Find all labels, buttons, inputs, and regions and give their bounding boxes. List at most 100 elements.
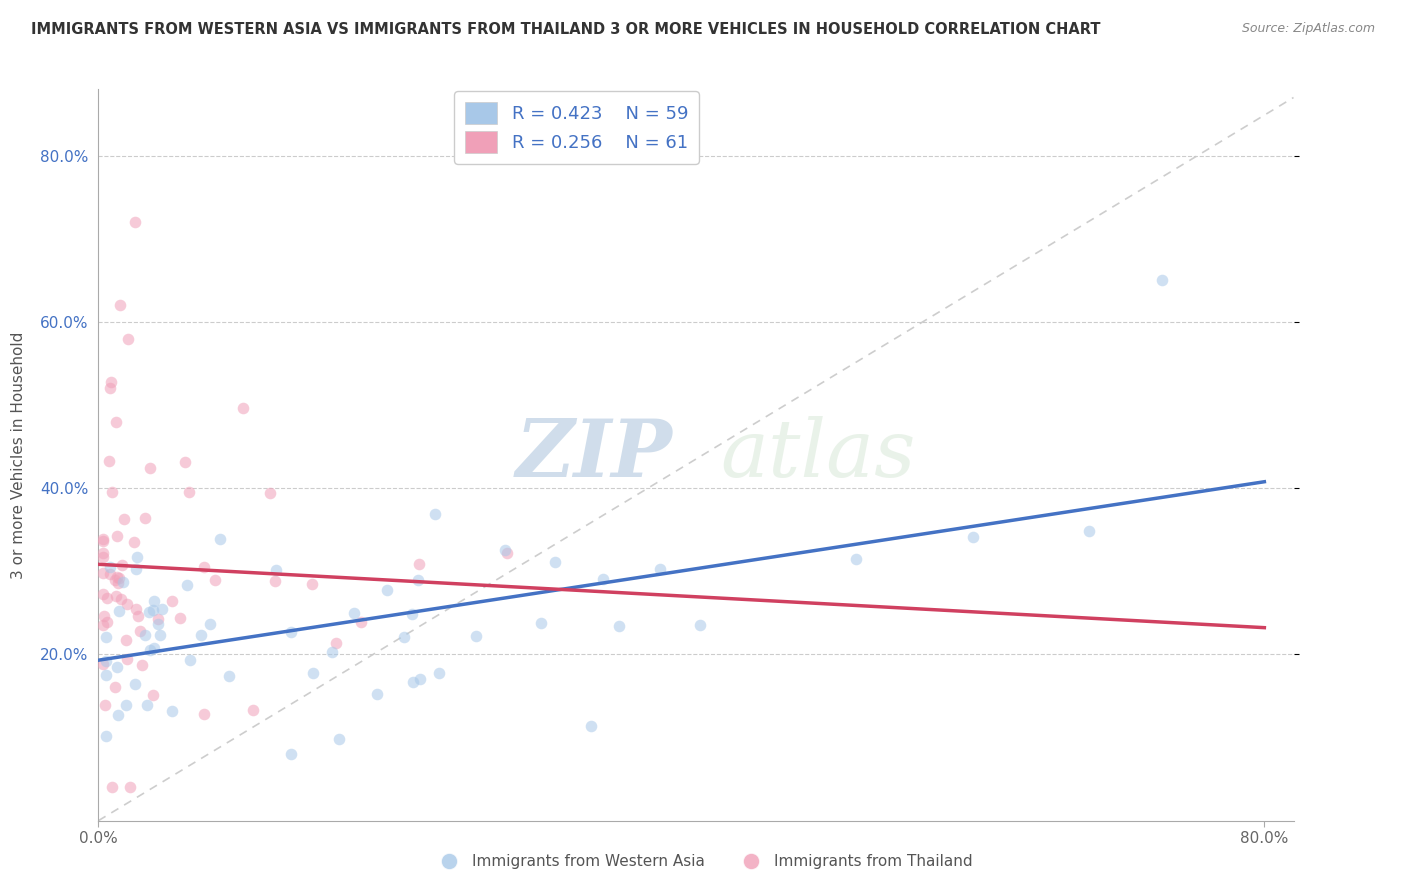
Point (173, 455, 195, 469)
Point (198, 617, 221, 632)
Point (427, 666, 450, 681)
Point (146, 617, 169, 632)
Point (108, 604, 131, 618)
Text: IMMIGRANTS FROM WESTERN ASIA VS IMMIGRANTS FROM THAILAND 3 OR MORE VEHICLES IN H: IMMIGRANTS FROM WESTERN ASIA VS IMMIGRAN… (31, 22, 1101, 37)
Point (190, 627, 212, 641)
Point (94, 668, 117, 682)
Point (343, 606, 366, 620)
Point (91, 617, 114, 632)
Point (96, 591, 118, 605)
Point (149, 628, 172, 642)
Point (91, 550, 114, 565)
Point (232, 401, 254, 416)
Point (530, 616, 553, 631)
Point (962, 530, 984, 544)
Point (97, 454, 120, 468)
Point (328, 732, 350, 747)
Point (111, 558, 134, 573)
Point (394, 630, 416, 644)
Point (266, 563, 288, 577)
Point (107, 576, 129, 591)
Legend: Immigrants from Western Asia, Immigrants from Thailand: Immigrants from Western Asia, Immigrants… (427, 848, 979, 875)
Point (375, 583, 398, 598)
Legend: R = 0.423    N = 59, R = 0.256    N = 61: R = 0.423 N = 59, R = 0.256 N = 61 (454, 91, 699, 164)
Y-axis label: 3 or more Vehicles in Household: 3 or more Vehicles in Household (11, 331, 27, 579)
Point (321, 645, 343, 659)
Text: atlas: atlas (720, 417, 915, 493)
Point (131, 657, 153, 672)
Point (139, 461, 162, 475)
Point (160, 594, 183, 608)
Point (176, 578, 198, 592)
Point (105, 529, 128, 543)
Point (135, 698, 157, 712)
Point (100, 375, 122, 389)
Point (115, 597, 138, 611)
Point (208, 533, 231, 547)
Point (91, 546, 114, 560)
Point (104, 415, 127, 429)
Point (845, 552, 868, 566)
Point (91, 532, 114, 546)
Point (91, 533, 114, 548)
Point (402, 674, 425, 689)
Point (115, 652, 138, 666)
Point (94, 654, 117, 668)
Point (105, 589, 128, 603)
Point (425, 508, 447, 522)
Point (280, 747, 302, 761)
Point (125, 602, 148, 616)
Point (114, 698, 136, 713)
Point (91, 566, 114, 580)
Point (193, 706, 215, 721)
Point (1152, 273, 1174, 287)
Point (366, 687, 388, 701)
Point (138, 605, 160, 619)
Point (350, 615, 373, 629)
Point (100, 780, 122, 795)
Point (107, 570, 129, 584)
Point (105, 659, 128, 673)
Point (408, 557, 430, 571)
Point (134, 510, 156, 524)
Point (160, 704, 183, 718)
Point (609, 619, 631, 633)
Point (91, 657, 114, 671)
Point (94, 729, 117, 743)
Point (125, 549, 148, 564)
Point (280, 624, 302, 639)
Point (302, 665, 325, 680)
Point (148, 612, 170, 626)
Point (122, 535, 145, 549)
Point (127, 609, 149, 624)
Point (98, 559, 121, 574)
Point (495, 546, 517, 560)
Point (401, 607, 423, 622)
Point (96, 615, 118, 630)
Point (117, 332, 139, 346)
Text: ZIP: ZIP (515, 417, 672, 493)
Point (579, 719, 602, 733)
Point (98, 381, 121, 395)
Point (110, 298, 132, 312)
Point (494, 542, 516, 557)
Point (125, 562, 148, 576)
Point (465, 629, 488, 643)
Point (100, 484, 122, 499)
Point (179, 653, 201, 667)
Point (112, 574, 135, 589)
Point (263, 574, 285, 588)
Point (218, 669, 240, 683)
Point (689, 617, 711, 632)
Point (107, 708, 129, 723)
Point (124, 215, 146, 229)
Point (409, 672, 432, 686)
Point (104, 680, 127, 694)
Point (94, 630, 117, 644)
Point (301, 576, 323, 591)
Point (592, 572, 614, 586)
Point (406, 574, 429, 588)
Text: Source: ZipAtlas.com: Source: ZipAtlas.com (1241, 22, 1375, 36)
Point (134, 628, 156, 642)
Point (112, 512, 135, 526)
